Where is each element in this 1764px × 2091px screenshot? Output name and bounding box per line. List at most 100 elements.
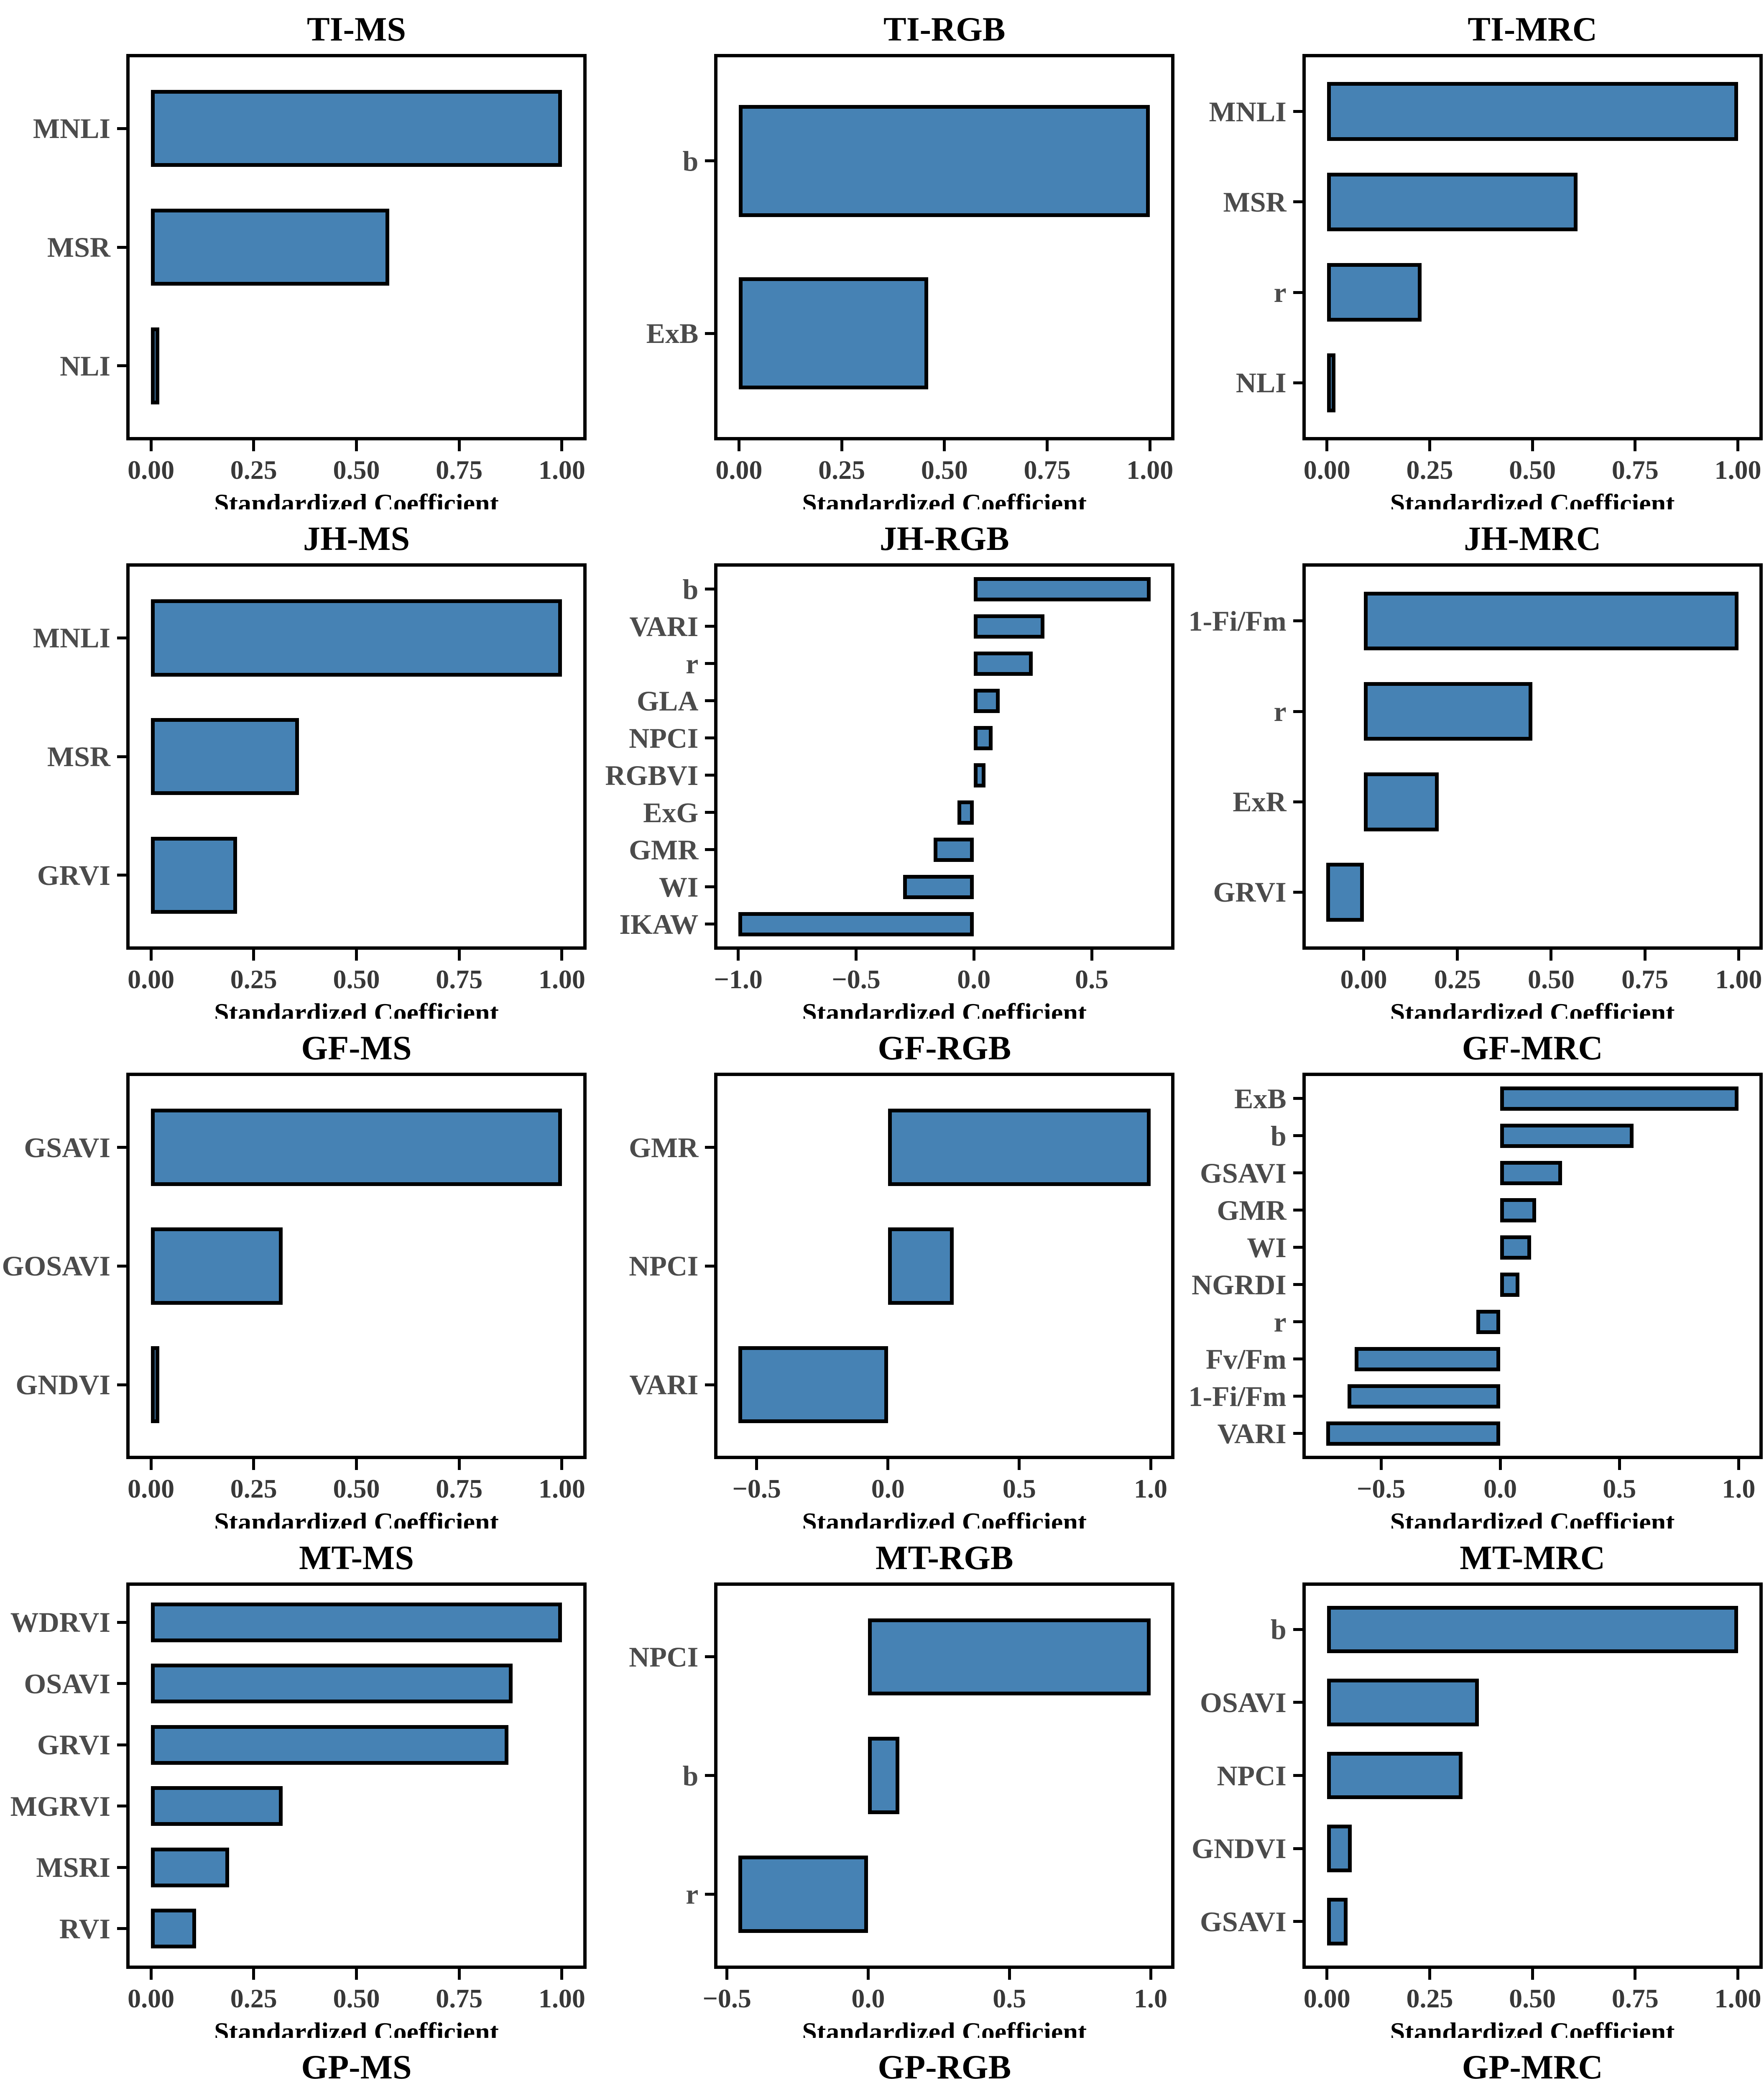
- x-tick-label: 0.25: [818, 455, 865, 485]
- x-axis-tick: [560, 1968, 564, 1980]
- y-axis-tick: [1293, 1395, 1303, 1398]
- y-category-label: VARI: [629, 610, 699, 642]
- x-axis-tick: [737, 440, 740, 451]
- x-axis-title: Standardized Coefficient: [802, 1507, 1087, 1529]
- x-tick-label: 1.00: [1715, 964, 1762, 994]
- bar-GOSAVI: [151, 1227, 283, 1305]
- x-tick-label: 0.0: [871, 1474, 905, 1504]
- y-axis-tick: [705, 1146, 715, 1149]
- x-axis-tick: [1531, 440, 1534, 451]
- y-category-label: r: [686, 1878, 699, 1910]
- y-axis-tick: [1293, 1628, 1303, 1631]
- y-axis-tick: [705, 1774, 715, 1777]
- y-category-label: GMR: [1217, 1194, 1287, 1226]
- x-axis-tick: [1499, 1459, 1502, 1470]
- x-axis-tick: [149, 950, 153, 961]
- x-tick-label: 0.0: [851, 1983, 885, 2013]
- x-tick-label: 0.00: [1303, 455, 1350, 485]
- y-axis-tick: [117, 1146, 127, 1149]
- y-axis-tick: [117, 364, 127, 368]
- y-axis-tick: [705, 1264, 715, 1268]
- bar-b: [868, 1737, 899, 1814]
- bar-1-Fi/Fm: [1363, 591, 1739, 651]
- y-axis-tick: [705, 1383, 715, 1386]
- y-category-label: GRVI: [37, 1729, 110, 1761]
- y-category-label: GSAVI: [1200, 1905, 1287, 1938]
- x-tick-label: 0.5: [1002, 1474, 1036, 1504]
- bar-MNLI: [151, 90, 562, 167]
- y-axis-tick: [117, 1383, 127, 1386]
- chart-panel: JH-MS MNLI MSR GRVI 0.00 0.25 0.50 0.75 1.00 Stan…: [0, 509, 588, 1019]
- bar-VARI: [1326, 1421, 1501, 1446]
- x-axis-tick: [1149, 1968, 1152, 1980]
- y-axis-tick: [1293, 1774, 1303, 1777]
- y-axis-tick: [1293, 1209, 1303, 1212]
- bar-r: [1363, 682, 1533, 741]
- y-category-label: GMR: [629, 1131, 699, 1163]
- bar-GRVI: [151, 1725, 509, 1765]
- y-axis-tick: [117, 1866, 127, 1869]
- y-axis-tick: [1293, 1357, 1303, 1361]
- x-axis-title: Standardized Coefficient: [214, 998, 499, 1019]
- y-category-label: MNLI: [33, 622, 110, 654]
- x-tick-label: 0.00: [128, 1983, 175, 2013]
- x-tick-label: 1.00: [538, 964, 585, 994]
- bar-NPCI: [1327, 1751, 1463, 1800]
- bar-MSR: [151, 718, 299, 795]
- bar-MNLI: [1327, 82, 1738, 141]
- bar-OSAVI: [151, 1664, 513, 1704]
- chart-title: JH-RGB: [879, 519, 1009, 558]
- y-axis-tick: [705, 736, 715, 740]
- x-axis-tick: [457, 440, 461, 451]
- x-tick-label: −0.5: [832, 964, 881, 994]
- x-tick-label: 0.75: [1611, 455, 1659, 485]
- bar-WI: [903, 874, 974, 899]
- y-category-label: WI: [659, 871, 699, 903]
- bar-Fv/Fm: [1355, 1347, 1501, 1371]
- chart-panel: TI-MS MNLI MSR NLI 0.00 0.25 0.50 0.75 1.00 Stand…: [0, 0, 588, 509]
- y-axis-tick: [117, 874, 127, 877]
- y-axis-tick: [1293, 1847, 1303, 1850]
- bar-b: [1500, 1123, 1634, 1148]
- chart-title: TI-MS: [307, 10, 406, 48]
- x-axis-tick: [1148, 440, 1151, 451]
- bar-GMR: [934, 837, 974, 862]
- x-axis-tick: [1618, 1459, 1621, 1470]
- y-category-label: GNDVI: [15, 1369, 110, 1401]
- x-axis-title: Standardized Coefficient: [802, 2017, 1087, 2038]
- y-axis-tick: [1293, 200, 1303, 204]
- x-axis-title: Standardized Coefficient: [214, 2017, 499, 2038]
- x-axis-tick: [1325, 440, 1329, 451]
- chart-panel: GF-MRC ExB b GSAVI GMR WI NGRDI r Fv/Fm 1-Fi/Fm VA…: [1176, 1019, 1764, 1529]
- chart-title: GP-MS: [301, 2048, 412, 2086]
- y-axis-tick: [1293, 1320, 1303, 1324]
- y-axis-tick: [705, 699, 715, 703]
- chart-panel: GF-RGB GMR NPCI VARI −0.5 0.0 0.5 1.0 Standardiz…: [588, 1019, 1176, 1529]
- x-tick-label: 0.50: [1509, 1983, 1556, 2013]
- x-axis-tick: [1736, 440, 1740, 451]
- y-category-label: ExG: [643, 796, 699, 828]
- chart-title: MT-MRC: [1460, 1538, 1605, 1577]
- bar-OSAVI: [1327, 1679, 1479, 1726]
- x-axis-tick: [1737, 1459, 1740, 1470]
- bar-r: [738, 1856, 868, 1933]
- x-tick-label: 0.5: [1075, 964, 1109, 994]
- y-axis-tick: [1293, 1171, 1303, 1175]
- x-axis-tick: [457, 1459, 461, 1470]
- x-tick-label: 0.50: [333, 1474, 380, 1504]
- x-tick-label: 0.00: [128, 1474, 175, 1504]
- y-category-label: RGBVI: [605, 759, 699, 791]
- x-axis-tick: [737, 950, 740, 961]
- x-axis-tick: [355, 950, 358, 961]
- y-axis-tick: [1293, 1246, 1303, 1249]
- x-axis-tick: [1090, 950, 1093, 961]
- x-axis-tick: [355, 440, 358, 451]
- x-axis-title: Standardized Coefficient: [1390, 1507, 1675, 1529]
- chart-panel: JH-RGB b VARI r GLA NPCI RGBVI ExG GMR WI IKAW −1.0…: [588, 509, 1176, 1019]
- x-axis-tick: [560, 1459, 564, 1470]
- bar-1-Fi/Fm: [1348, 1384, 1501, 1408]
- bar-MNLI: [151, 599, 562, 677]
- x-tick-label: 0.5: [993, 1983, 1026, 2013]
- x-axis-tick: [1736, 1968, 1740, 1980]
- chart-panel: TI-MRC MNLI MSR r NLI 0.00 0.25 0.50 0.75 1.00 Sta…: [1176, 0, 1764, 509]
